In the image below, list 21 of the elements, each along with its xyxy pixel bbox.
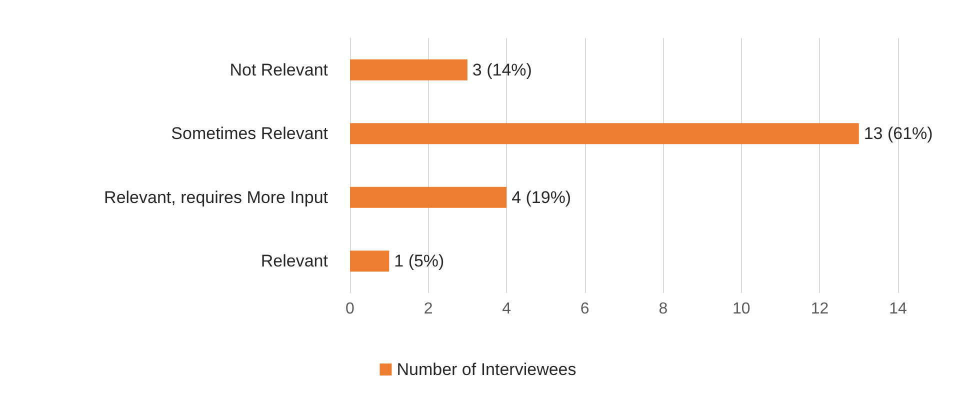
bar xyxy=(350,250,390,272)
data-label: 1 (5%) xyxy=(394,252,444,271)
bar xyxy=(350,186,507,208)
y-tick-label: Relevant, requires More Input xyxy=(104,188,328,207)
bar xyxy=(350,59,468,80)
x-tick-label: 12 xyxy=(810,300,829,318)
y-tick-label: Sometimes Relevant xyxy=(171,124,328,144)
x-tick-label: 2 xyxy=(424,300,433,318)
x-tick-label: 6 xyxy=(580,300,590,318)
y-tick-label: Relevant xyxy=(260,252,328,271)
data-label: 3 (14%) xyxy=(472,60,532,80)
y-tick-label: Not Relevant xyxy=(230,60,328,80)
bar xyxy=(350,123,859,144)
legend-label: Number of Interviewees xyxy=(396,360,576,379)
x-tick-label: 14 xyxy=(889,300,907,318)
x-tick-label: 10 xyxy=(732,300,750,318)
x-tick-label: 8 xyxy=(658,300,668,318)
x-tick-label: 0 xyxy=(346,300,355,318)
data-label: 13 (61%) xyxy=(864,124,933,144)
x-tick-label: 4 xyxy=(502,300,512,318)
data-label: 4 (19%) xyxy=(512,188,572,207)
